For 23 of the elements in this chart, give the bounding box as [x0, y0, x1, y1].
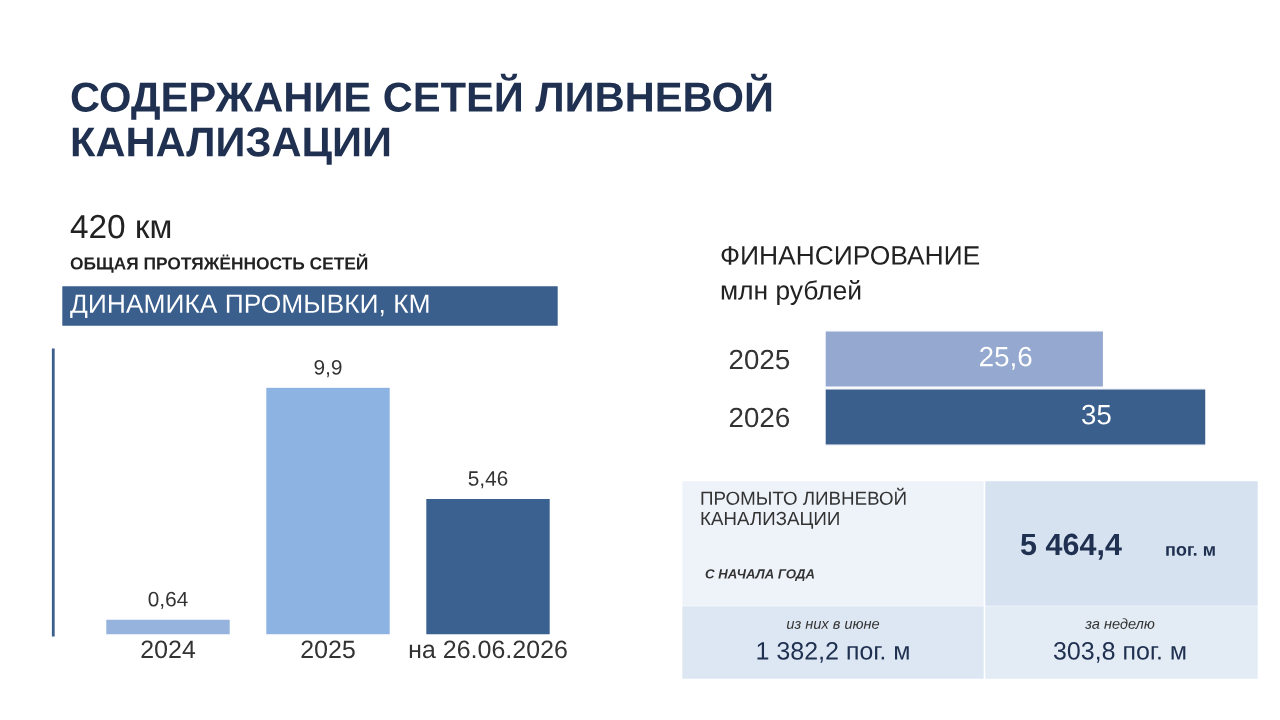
data-label: 35: [1082, 404, 1111, 425]
text: ПРОМЫТО ЛИВНЕВОЙ КАНАЛИЗАЦИИ: [701, 487, 906, 529]
x-tick-label: 2025: [301, 640, 355, 659]
chart-title: СОДЕРЖАНИЕ СЕТЕЙ ЛИВНЕВОЙ КАНАЛИЗАЦИИ: [71, 73, 772, 165]
data-label: 5,46: [468, 471, 508, 489]
data-label: 0,64: [148, 591, 188, 609]
chart-title: ФИНАНСИРОВАНИЕ: [721, 246, 980, 265]
text: 303,8 пог. м: [1053, 642, 1186, 663]
text: из них в июне: [786, 620, 880, 629]
chart-subtitle: 420 км: [70, 214, 171, 239]
data-label: 9,9: [314, 359, 342, 378]
x-tick-label: 2024: [141, 640, 196, 659]
text: пог. м: [1166, 545, 1215, 556]
chart-subtitle: млн рублей: [721, 279, 861, 305]
y-tick-label: 2026: [729, 407, 790, 428]
text: С НАЧАЛА ГОДА: [705, 569, 814, 582]
data-label: 25,6: [980, 346, 1032, 370]
text: ОБЩАЯ ПРОТЯЖЁННОСТЬ СЕТЕЙ: [70, 253, 368, 273]
text: 5 464,4: [1020, 533, 1122, 560]
text: 1 382,2 пог. м: [757, 642, 909, 663]
text: ДИНАМИКА ПРОМЫВКИ, КМ: [70, 294, 429, 319]
x-tick-label: на 26.06.2026: [409, 640, 567, 659]
text: за неделю: [1085, 618, 1155, 629]
